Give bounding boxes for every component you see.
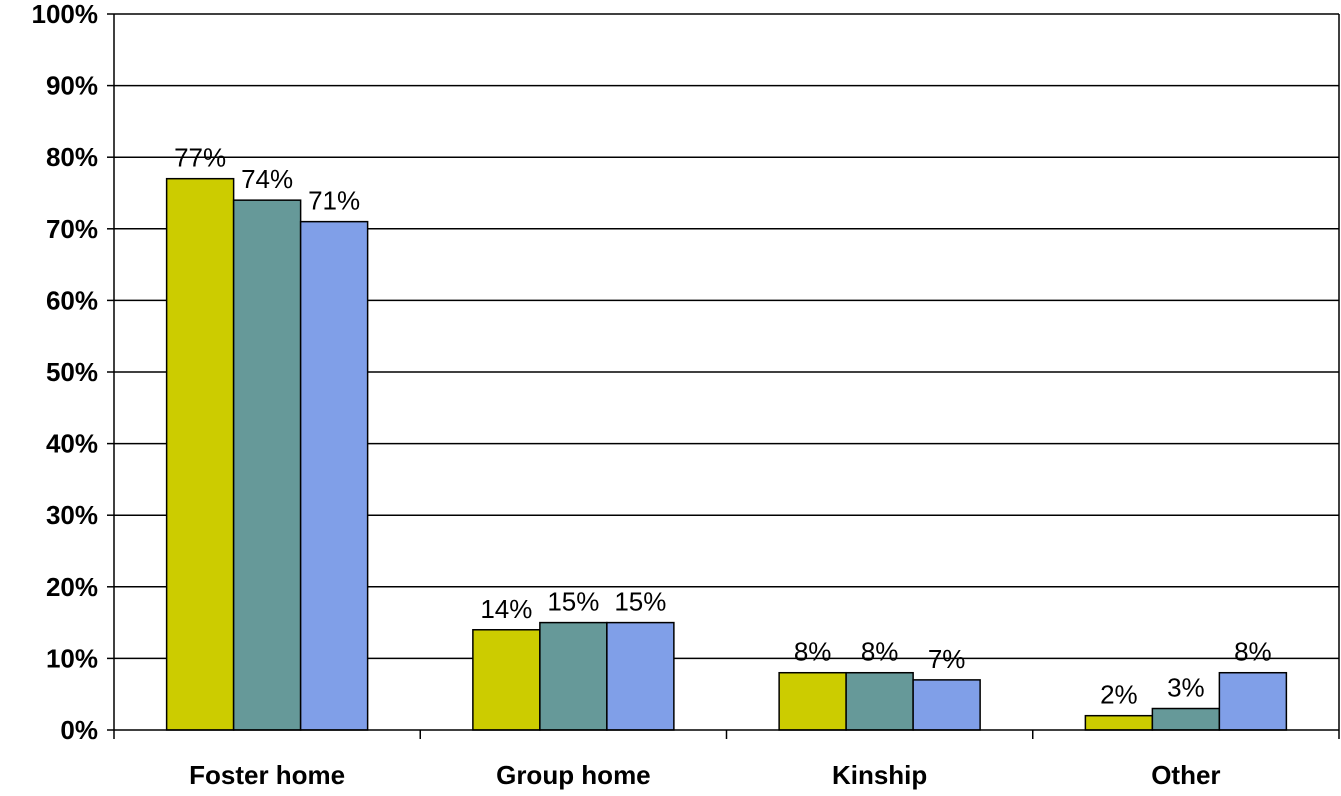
bar-kinship-s3	[912, 679, 981, 731]
bar-kinship-s1	[778, 671, 847, 731]
data-label: 3%	[1167, 673, 1205, 703]
bar-other-s2	[1151, 707, 1221, 731]
y-tick-label: 60%	[46, 285, 98, 315]
bar-other-s3	[1218, 671, 1288, 731]
data-label: 8%	[861, 637, 899, 667]
data-label: 8%	[794, 637, 832, 667]
data-label: 7%	[928, 644, 966, 674]
data-label: 15%	[547, 587, 599, 617]
y-tick-label: 90%	[46, 71, 98, 101]
bar-group-home-s1	[472, 629, 541, 731]
bar-foster-home-s1	[165, 177, 235, 731]
y-tick-label: 0%	[60, 715, 98, 745]
y-tick-label: 80%	[46, 142, 98, 172]
data-labels: 77% 74% 71% 14% 15% 15% 8% 8% 7% 2% 3% 8%	[174, 143, 1272, 710]
bar-foster-home-s2	[232, 199, 302, 731]
y-tick-label: 70%	[46, 214, 98, 244]
x-category-label: Kinship	[832, 760, 927, 790]
data-label: 74%	[241, 164, 293, 194]
data-label: 14%	[480, 594, 532, 624]
bars	[165, 177, 1288, 731]
y-tick-label: 100%	[32, 0, 99, 29]
y-tick-label: 20%	[46, 572, 98, 602]
bar-other-s1	[1084, 714, 1154, 731]
data-label: 71%	[308, 186, 360, 216]
data-label: 2%	[1100, 680, 1138, 710]
bar-kinship-s2	[845, 671, 914, 731]
y-tick-label: 50%	[46, 357, 98, 387]
y-tick-label: 40%	[46, 429, 98, 459]
axes	[107, 13, 1340, 739]
data-label: 15%	[614, 587, 666, 617]
y-tick-label: 10%	[46, 643, 98, 673]
y-tick-labels: 0% 10% 20% 30% 40% 50% 60% 70% 80% 90% 100%	[32, 0, 99, 745]
y-tick-label: 30%	[46, 500, 98, 530]
x-category-label: Group home	[496, 760, 651, 790]
data-label: 8%	[1234, 637, 1272, 667]
bar-group-home-s2	[539, 621, 608, 731]
bar-group-home-s3	[606, 621, 675, 731]
bar-foster-home-s3	[299, 220, 369, 731]
x-category-label: Other	[1151, 760, 1220, 790]
x-category-label: Foster home	[189, 760, 345, 790]
x-category-labels: Foster home Group home Kinship Other	[189, 760, 1220, 790]
data-label: 77%	[174, 143, 226, 173]
